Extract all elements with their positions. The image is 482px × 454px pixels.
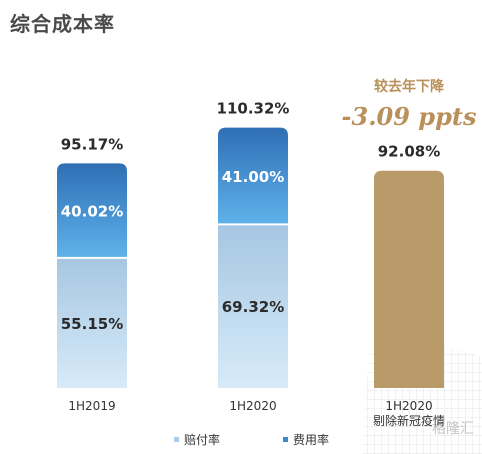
- legend-swatch-claims: [174, 437, 179, 442]
- category-label-1-0: 1H2020: [229, 399, 276, 413]
- label-expense-1: 41.00%: [222, 168, 284, 186]
- category-label-0-0: 1H2019: [68, 399, 115, 413]
- category-label-2-1: 剔除新冠疫情: [373, 413, 445, 428]
- watermark-text: 格隆汇: [432, 421, 474, 437]
- bar-adjusted-2: [374, 170, 444, 388]
- total-label-2: 92.08%: [378, 143, 440, 161]
- category-label-2-0: 1H2020: [385, 399, 432, 413]
- legend-label-expense: 费用率: [293, 433, 330, 447]
- chart-title: 综合成本率: [10, 12, 115, 36]
- total-label-0: 95.17%: [61, 135, 123, 153]
- bar-expense-1: [218, 127, 288, 225]
- legend-item-expense: 费用率: [283, 431, 329, 448]
- bar-claims-1: [218, 224, 288, 388]
- annotation-line1: 较去年下降: [374, 78, 445, 95]
- legend-label-claims: 赔付率: [184, 433, 221, 447]
- label-expense-0: 40.02%: [61, 203, 123, 221]
- bar-expense-0: [57, 163, 127, 258]
- label-claims-1: 69.32%: [222, 298, 284, 316]
- total-label-1: 110.32%: [217, 100, 290, 118]
- annotation-line2: -3.09 ppts: [342, 102, 477, 131]
- bar-claims-0: [57, 257, 127, 388]
- legend-item-claims: 赔付率: [174, 431, 220, 448]
- label-claims-0: 55.15%: [61, 315, 123, 333]
- legend-swatch-expense: [283, 437, 288, 442]
